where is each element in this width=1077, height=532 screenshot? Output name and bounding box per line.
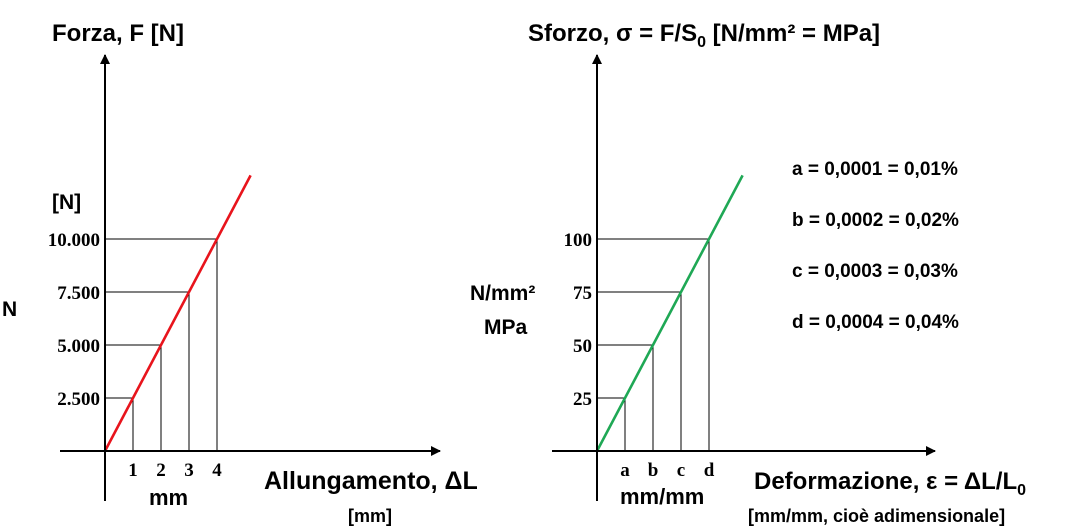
force-x-label: Allungamento, ΔL — [264, 467, 478, 495]
force-axes — [60, 54, 441, 501]
y-tick-label: 100 — [564, 230, 593, 251]
stress-title-main: Sforzo, σ = F/S — [528, 20, 697, 47]
stress-title-sub: 0 — [697, 34, 706, 51]
x-tick-label: a — [620, 460, 630, 481]
x-tick-label: 2 — [156, 460, 166, 481]
force-x-unit: [mm] — [348, 506, 392, 526]
y-tick-label: 5.000 — [57, 336, 100, 357]
force-y-unit: [N] — [52, 191, 81, 214]
force-chart: Forza, F [N] [N] N mm Allungamento, ΔL [… — [2, 20, 478, 526]
stress-tick-labels: 25 a 50 b 75 c 100 d — [564, 230, 715, 481]
force-chart-title: Forza, F [N] — [52, 20, 184, 47]
series-line — [103, 174, 252, 452]
x-tick-label: d — [704, 460, 715, 481]
x-tick-label: 4 — [212, 460, 222, 481]
x-tick-label: 3 — [184, 460, 194, 481]
x-tick-label: b — [648, 460, 659, 481]
annotation-a: a = 0,0001 = 0,01% — [792, 159, 958, 180]
force-tick-labels: 2.500 1 5.000 2 7.500 3 10.000 4 — [48, 230, 223, 481]
stress-y-label: N/mm² — [470, 282, 535, 305]
stress-series — [595, 174, 744, 452]
stress-chart: Sforzo, σ = F/S0 [N/mm² = MPa] N/mm² MPa… — [470, 20, 1026, 526]
series-line — [595, 174, 744, 452]
annotation-b: b = 0,0002 = 0,02% — [792, 210, 959, 231]
force-y-label: N — [2, 298, 17, 321]
x-tick-label: 1 — [128, 460, 138, 481]
stress-x-label: Deformazione, ε = ΔL/L0 — [754, 468, 1026, 499]
y-tick-label: 10.000 — [48, 230, 100, 251]
force-series — [103, 174, 252, 452]
stress-x-unit-short: mm/mm — [620, 484, 704, 509]
stress-x-label-main: Deformazione, ε = ΔL/L — [754, 468, 1017, 495]
y-tick-label: 7.500 — [57, 283, 100, 304]
stress-y-label-2: MPa — [484, 316, 528, 339]
y-tick-label: 25 — [573, 389, 592, 410]
force-guide-lines — [105, 238, 218, 451]
stress-x-unit: [mm/mm, cioè adimensionale] — [748, 506, 1005, 526]
stress-axes — [552, 54, 936, 501]
x-tick-label: c — [677, 460, 685, 481]
stress-title-tail: [N/mm² = MPa] — [706, 20, 880, 47]
y-tick-label: 50 — [573, 336, 592, 357]
stress-guide-lines — [597, 238, 710, 451]
annotation-c: c = 0,0003 = 0,03% — [792, 261, 958, 282]
y-tick-label: 2.500 — [57, 389, 100, 410]
stress-annotations: a = 0,0001 = 0,01% b = 0,0002 = 0,02% c = … — [792, 159, 959, 333]
stress-chart-title: Sforzo, σ = F/S0 [N/mm² = MPa] — [528, 20, 880, 51]
force-x-unit-short: mm — [149, 485, 188, 510]
annotation-d: d = 0,0004 = 0,04% — [792, 312, 959, 333]
y-tick-label: 75 — [573, 283, 592, 304]
stress-x-label-sub: 0 — [1017, 482, 1026, 499]
